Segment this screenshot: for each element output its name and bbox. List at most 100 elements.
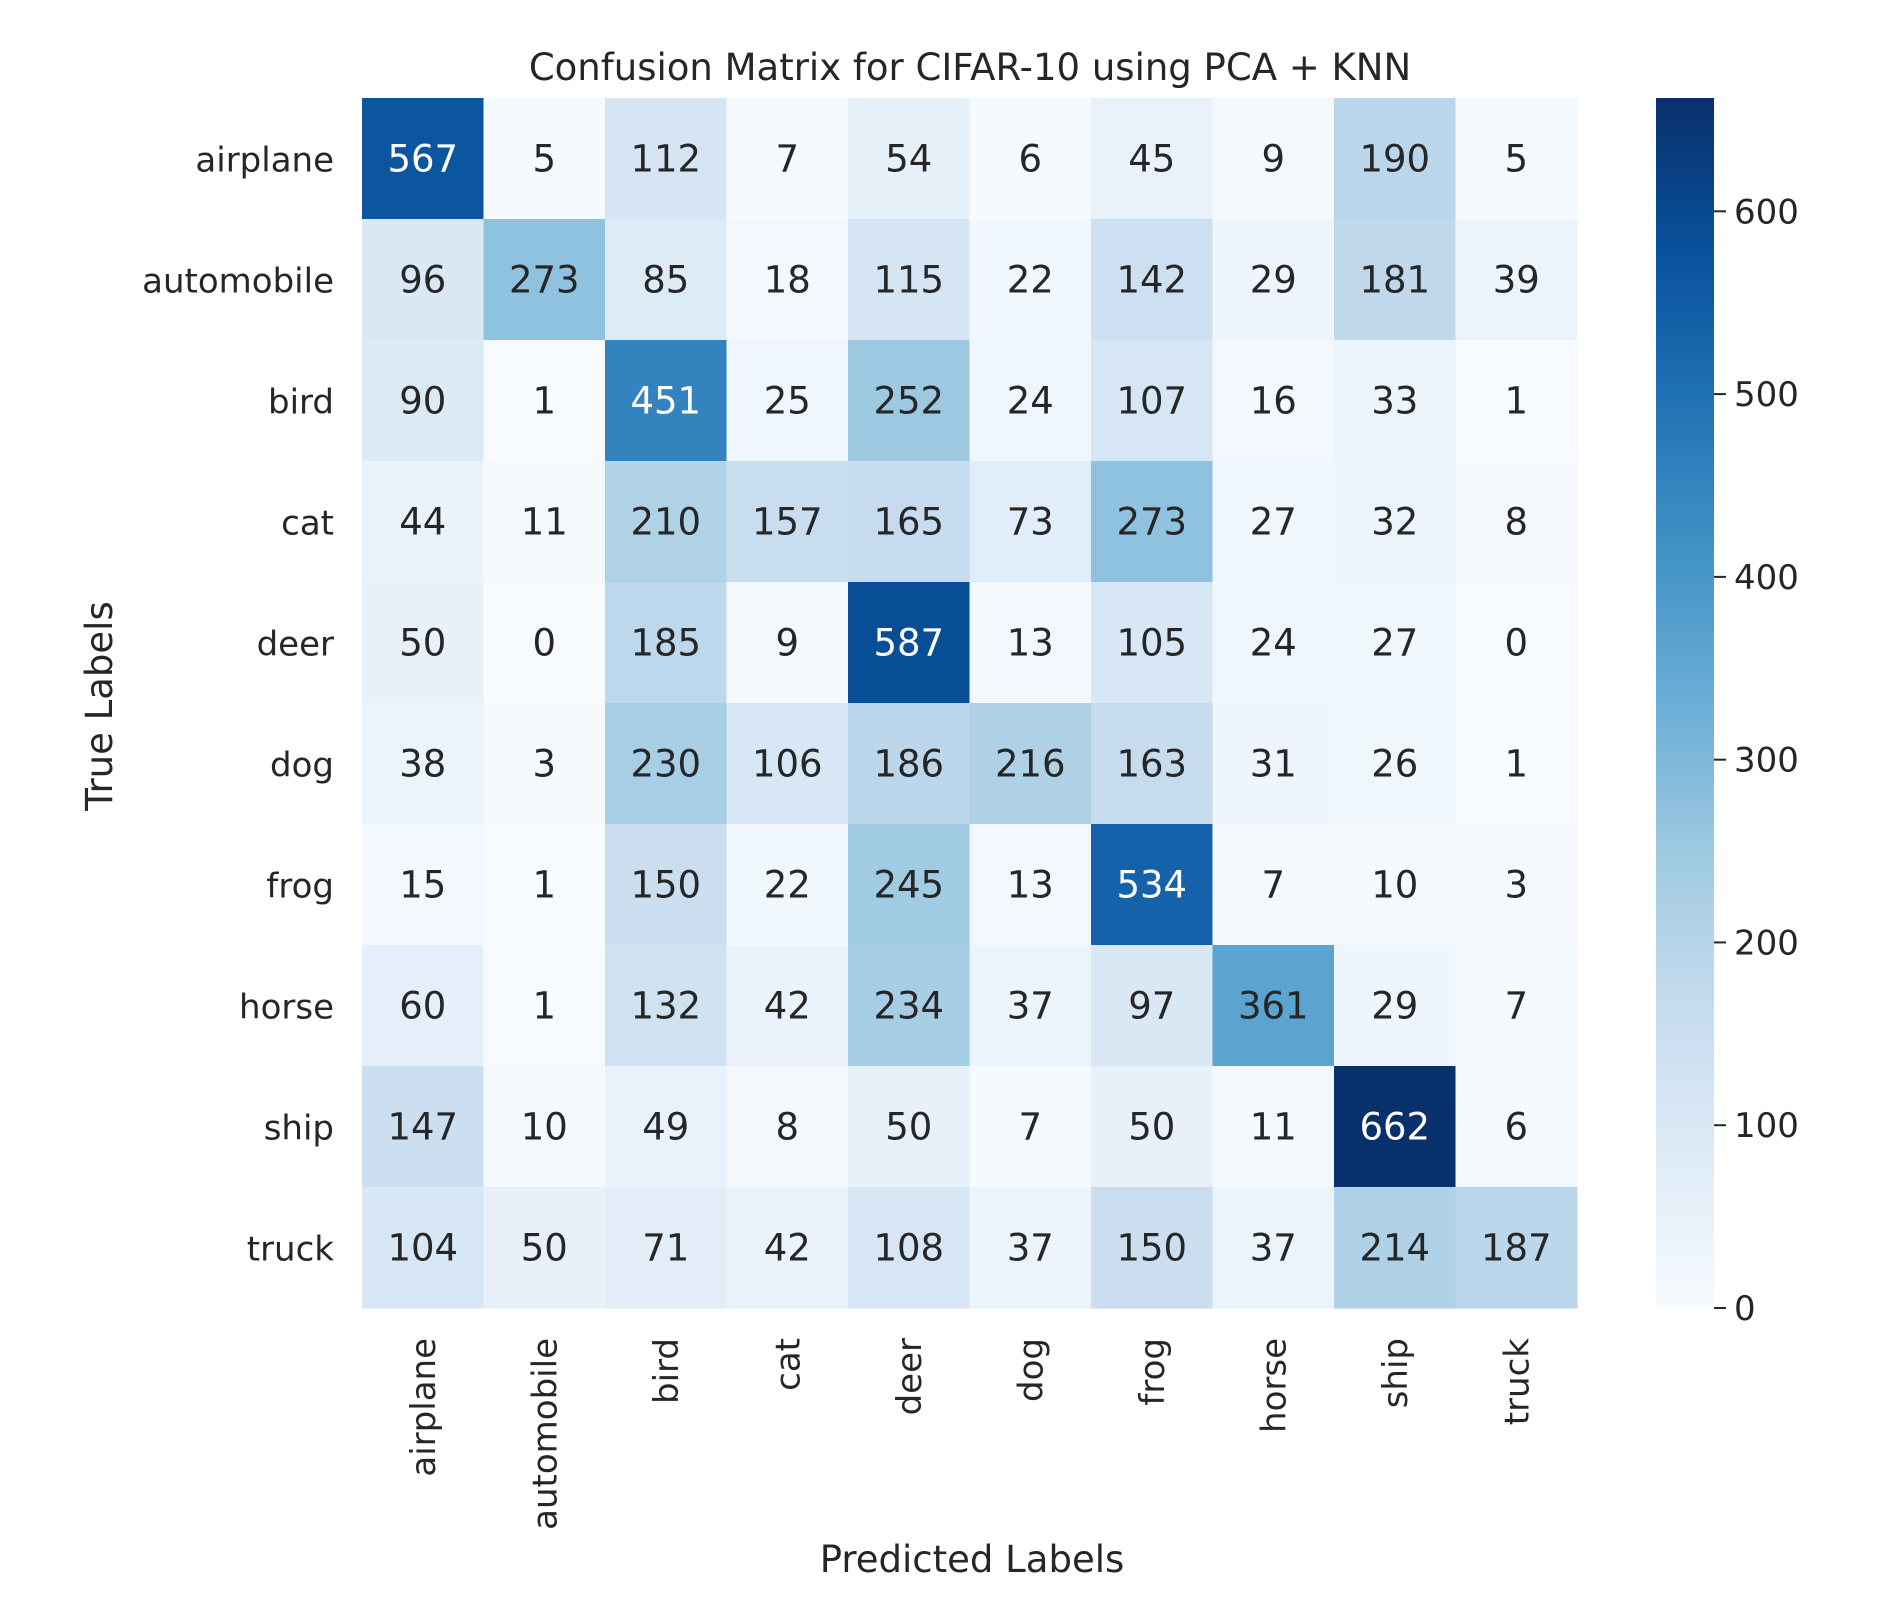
cell-value-label: 115: [873, 259, 944, 302]
heatmap-cell: [1212, 1187, 1335, 1309]
heatmap-cell: [605, 219, 728, 341]
cell-value-label: 451: [630, 380, 701, 423]
cell-value-label: 18: [764, 259, 811, 302]
heatmap-cell: [1091, 340, 1214, 462]
x-tick-label: automobile: [525, 1338, 565, 1530]
heatmap-cell: [1455, 98, 1578, 220]
cell-value-label: 234: [873, 985, 944, 1028]
cell-value-label: 150: [1116, 1227, 1187, 1270]
heatmap-cell: [605, 340, 728, 462]
cell-value-label: 273: [509, 259, 580, 302]
heatmap-cell: [969, 945, 1092, 1067]
cell-value-label: 38: [399, 743, 446, 786]
cell-value-label: 73: [1007, 501, 1054, 544]
heatmap-cell: [605, 1066, 728, 1188]
cell-value-label: 29: [1371, 985, 1418, 1028]
cell-value-label: 150: [630, 864, 701, 907]
cell-value-label: 210: [630, 501, 701, 544]
cell-value-label: 186: [873, 743, 944, 786]
cell-value-label: 214: [1359, 1227, 1430, 1270]
heatmap-cell: [969, 1187, 1092, 1309]
heatmap-cell: [1455, 219, 1578, 341]
cell-value-label: 10: [1371, 864, 1418, 907]
x-tick-label: frog: [1133, 1338, 1173, 1406]
heatmap-cell: [483, 824, 606, 946]
cell-value-label: 42: [764, 985, 811, 1028]
cell-value-label: 39: [1493, 259, 1540, 302]
heatmap-cell: [1091, 1066, 1214, 1188]
y-tick-label: truck: [247, 1230, 335, 1270]
heatmap-cell: [1455, 1187, 1578, 1309]
heatmap-cell: [969, 461, 1092, 583]
heatmap-cell: [969, 219, 1092, 341]
heatmap-cell: [726, 1066, 849, 1188]
cell-value-label: 50: [885, 1106, 932, 1149]
heatmap-cell: [726, 219, 849, 341]
cell-value-label: 31: [1250, 743, 1297, 786]
cell-value-label: 22: [764, 864, 811, 907]
heatmap-cell: [362, 1187, 485, 1309]
cell-value-label: 273: [1116, 501, 1187, 544]
cell-value-label: 0: [1504, 622, 1528, 665]
heatmap-cells: [362, 98, 1578, 1309]
heatmap-cell: [605, 945, 728, 1067]
heatmap-cell: [362, 824, 485, 946]
heatmap-cell: [726, 461, 849, 583]
x-tick-label: deer: [890, 1338, 930, 1415]
heatmap-cell: [848, 340, 971, 462]
heatmap-cell: [969, 1066, 1092, 1188]
cell-value-label: 587: [873, 622, 944, 665]
y-tick-label: bird: [268, 383, 334, 423]
cell-value-label: 106: [752, 743, 823, 786]
heatmap-cell: [848, 945, 971, 1067]
heatmap-cell: [848, 461, 971, 583]
heatmap-cell: [1334, 1187, 1457, 1309]
y-tick-label: frog: [266, 867, 334, 907]
cell-value-label: 3: [1504, 864, 1528, 907]
cell-value-label: 96: [399, 259, 446, 302]
y-tick-label: ship: [264, 1109, 334, 1149]
heatmap-cell: [1455, 1066, 1578, 1188]
heatmap-cell: [483, 1066, 606, 1188]
heatmap-cell: [969, 582, 1092, 704]
heatmap-cell: [1212, 98, 1335, 220]
cell-value-label: 85: [642, 259, 689, 302]
cell-value-label: 13: [1007, 864, 1054, 907]
heatmap-cell: [483, 219, 606, 341]
cell-value-label: 107: [1116, 380, 1187, 423]
heatmap-cell: [1334, 582, 1457, 704]
x-tick-label: ship: [1376, 1338, 1416, 1408]
cell-value-label: 11: [1250, 1106, 1297, 1149]
heatmap-cell: [848, 703, 971, 825]
y-axis-label: True Labels: [78, 601, 121, 811]
cell-value-label: 25: [764, 380, 811, 423]
heatmap-cell: [483, 1187, 606, 1309]
heatmap-cell: [1334, 703, 1457, 825]
colorbar-tick-label: 500: [1734, 375, 1799, 415]
heatmap-cell: [362, 98, 485, 220]
cell-value-label: 662: [1359, 1106, 1430, 1149]
cell-value-label: 1: [532, 380, 556, 423]
cell-value-label: 1: [1504, 380, 1528, 423]
cell-value-label: 190: [1359, 138, 1430, 181]
cell-value-label: 5: [532, 138, 556, 181]
colorbar-tick-label: 300: [1734, 741, 1799, 781]
cell-value-label: 10: [521, 1106, 568, 1149]
cell-value-label: 9: [775, 622, 799, 665]
heatmap-cell: [1455, 824, 1578, 946]
heatmap-cell: [1334, 98, 1457, 220]
colorbar-gradient: [1656, 98, 1714, 1308]
cell-value-label: 33: [1371, 380, 1418, 423]
cell-value-label: 13: [1007, 622, 1054, 665]
heatmap-cell: [1212, 219, 1335, 341]
heatmap-cell: [1091, 219, 1214, 341]
cell-value-label: 44: [399, 501, 446, 544]
cell-value-label: 1: [1504, 743, 1528, 786]
heatmap-cell: [1334, 340, 1457, 462]
cell-value-label: 7: [775, 138, 799, 181]
cell-value-label: 54: [885, 138, 932, 181]
cell-value-label: 49: [642, 1106, 689, 1149]
heatmap-cell: [605, 824, 728, 946]
heatmap-cell: [726, 582, 849, 704]
heatmap-cell: [848, 1066, 971, 1188]
